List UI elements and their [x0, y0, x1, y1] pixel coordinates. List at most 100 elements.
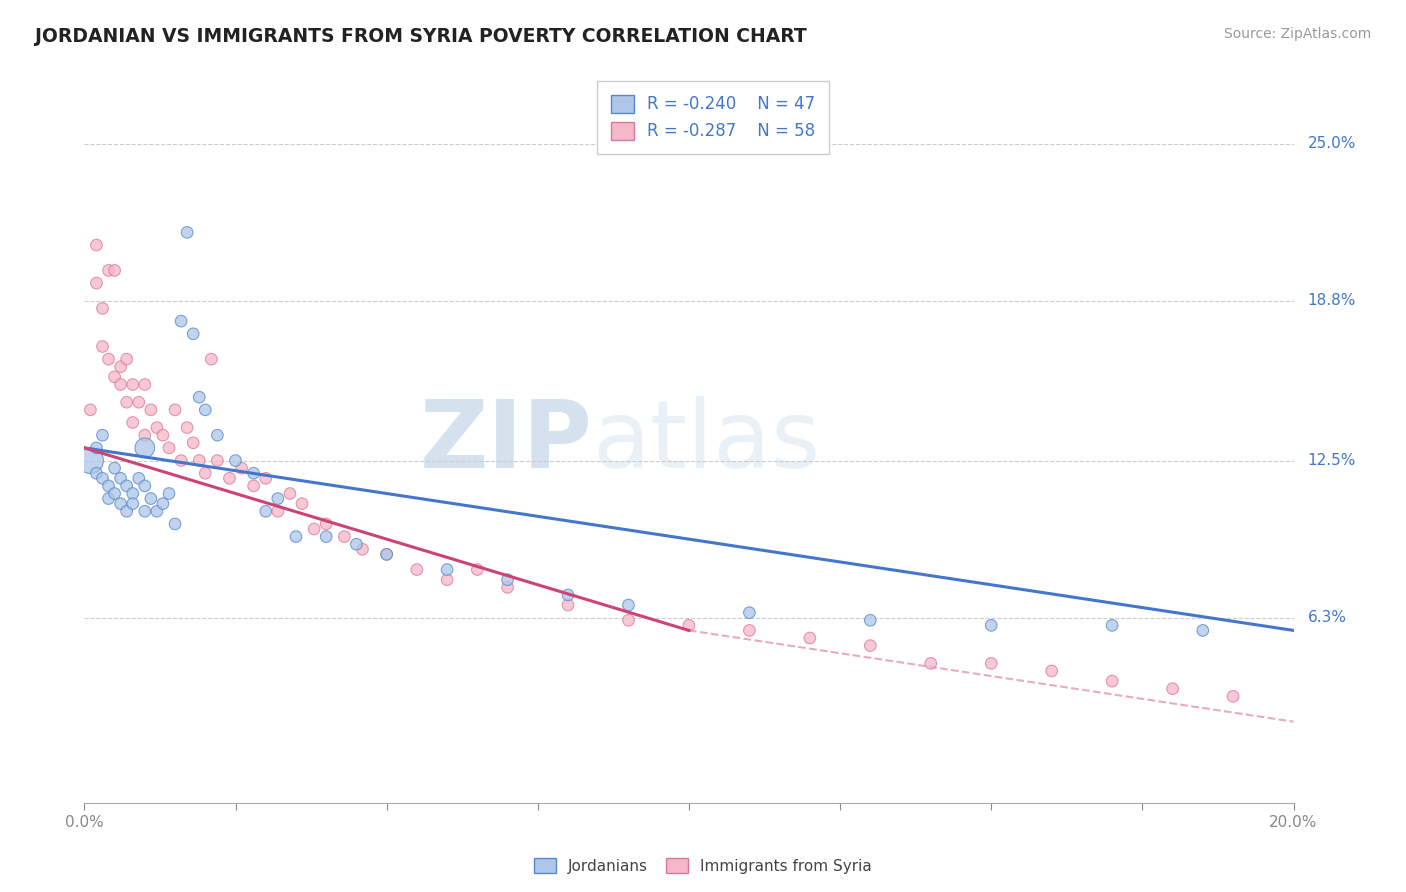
- Point: [267, 504, 290, 518]
- Point: [134, 428, 156, 442]
- Point: [436, 573, 458, 587]
- Point: [333, 530, 356, 544]
- Text: 18.8%: 18.8%: [1308, 293, 1355, 309]
- Point: [267, 491, 290, 506]
- Point: [134, 504, 156, 518]
- Point: [436, 563, 458, 577]
- Point: [1222, 690, 1244, 704]
- Point: [176, 226, 198, 240]
- Point: [146, 420, 169, 434]
- Point: [152, 428, 174, 442]
- Point: [980, 657, 1002, 671]
- Point: [799, 631, 821, 645]
- Point: [225, 453, 247, 467]
- Point: [128, 395, 150, 409]
- Point: [242, 467, 264, 481]
- Point: [1040, 664, 1063, 678]
- Text: 12.5%: 12.5%: [1308, 453, 1355, 468]
- Point: [97, 352, 120, 367]
- Point: [231, 461, 253, 475]
- Point: [1101, 674, 1123, 689]
- Text: 6.3%: 6.3%: [1308, 610, 1347, 625]
- Point: [152, 497, 174, 511]
- Point: [91, 428, 114, 442]
- Point: [406, 563, 429, 577]
- Point: [1192, 624, 1215, 638]
- Point: [254, 471, 277, 485]
- Text: 25.0%: 25.0%: [1308, 136, 1355, 151]
- Point: [375, 547, 398, 561]
- Point: [104, 461, 127, 475]
- Point: [97, 479, 120, 493]
- Point: [91, 339, 114, 353]
- Point: [139, 402, 162, 417]
- Point: [115, 395, 138, 409]
- Point: [315, 516, 337, 531]
- Point: [496, 580, 519, 594]
- Point: [315, 530, 337, 544]
- Point: [79, 402, 101, 417]
- Point: [104, 370, 127, 384]
- Text: Source: ZipAtlas.com: Source: ZipAtlas.com: [1223, 27, 1371, 41]
- Legend: R = -0.240    N = 47, R = -0.287    N = 58: R = -0.240 N = 47, R = -0.287 N = 58: [598, 81, 830, 153]
- Point: [200, 352, 222, 367]
- Point: [285, 530, 308, 544]
- Point: [557, 598, 579, 612]
- Point: [194, 402, 217, 417]
- Text: ZIP: ZIP: [419, 395, 592, 488]
- Point: [678, 618, 700, 632]
- Point: [121, 497, 143, 511]
- Point: [128, 471, 150, 485]
- Point: [86, 467, 108, 481]
- Point: [1101, 618, 1123, 632]
- Point: [181, 326, 204, 341]
- Point: [194, 467, 217, 481]
- Text: JORDANIAN VS IMMIGRANTS FROM SYRIA POVERTY CORRELATION CHART: JORDANIAN VS IMMIGRANTS FROM SYRIA POVER…: [35, 27, 807, 45]
- Legend: Jordanians, Immigrants from Syria: Jordanians, Immigrants from Syria: [529, 852, 877, 880]
- Text: atlas: atlas: [592, 395, 821, 488]
- Point: [254, 504, 277, 518]
- Point: [86, 238, 108, 252]
- Point: [157, 486, 180, 500]
- Point: [165, 402, 187, 417]
- Point: [79, 453, 101, 467]
- Point: [218, 471, 240, 485]
- Point: [352, 542, 374, 557]
- Point: [134, 377, 156, 392]
- Point: [859, 639, 882, 653]
- Point: [467, 563, 489, 577]
- Point: [104, 486, 127, 500]
- Point: [170, 453, 193, 467]
- Point: [181, 435, 204, 450]
- Point: [165, 516, 187, 531]
- Point: [859, 613, 882, 627]
- Point: [738, 606, 761, 620]
- Point: [91, 471, 114, 485]
- Point: [91, 301, 114, 316]
- Point: [176, 420, 198, 434]
- Point: [110, 471, 132, 485]
- Point: [134, 479, 156, 493]
- Point: [170, 314, 193, 328]
- Point: [920, 657, 942, 671]
- Point: [97, 491, 120, 506]
- Point: [97, 263, 120, 277]
- Point: [110, 377, 132, 392]
- Point: [242, 479, 264, 493]
- Point: [496, 573, 519, 587]
- Point: [346, 537, 368, 551]
- Point: [110, 497, 132, 511]
- Point: [291, 497, 314, 511]
- Point: [104, 263, 127, 277]
- Point: [139, 491, 162, 506]
- Point: [115, 504, 138, 518]
- Point: [617, 613, 640, 627]
- Point: [1161, 681, 1184, 696]
- Point: [134, 441, 156, 455]
- Point: [207, 453, 229, 467]
- Point: [110, 359, 132, 374]
- Point: [557, 588, 579, 602]
- Point: [302, 522, 325, 536]
- Point: [738, 624, 761, 638]
- Point: [86, 441, 108, 455]
